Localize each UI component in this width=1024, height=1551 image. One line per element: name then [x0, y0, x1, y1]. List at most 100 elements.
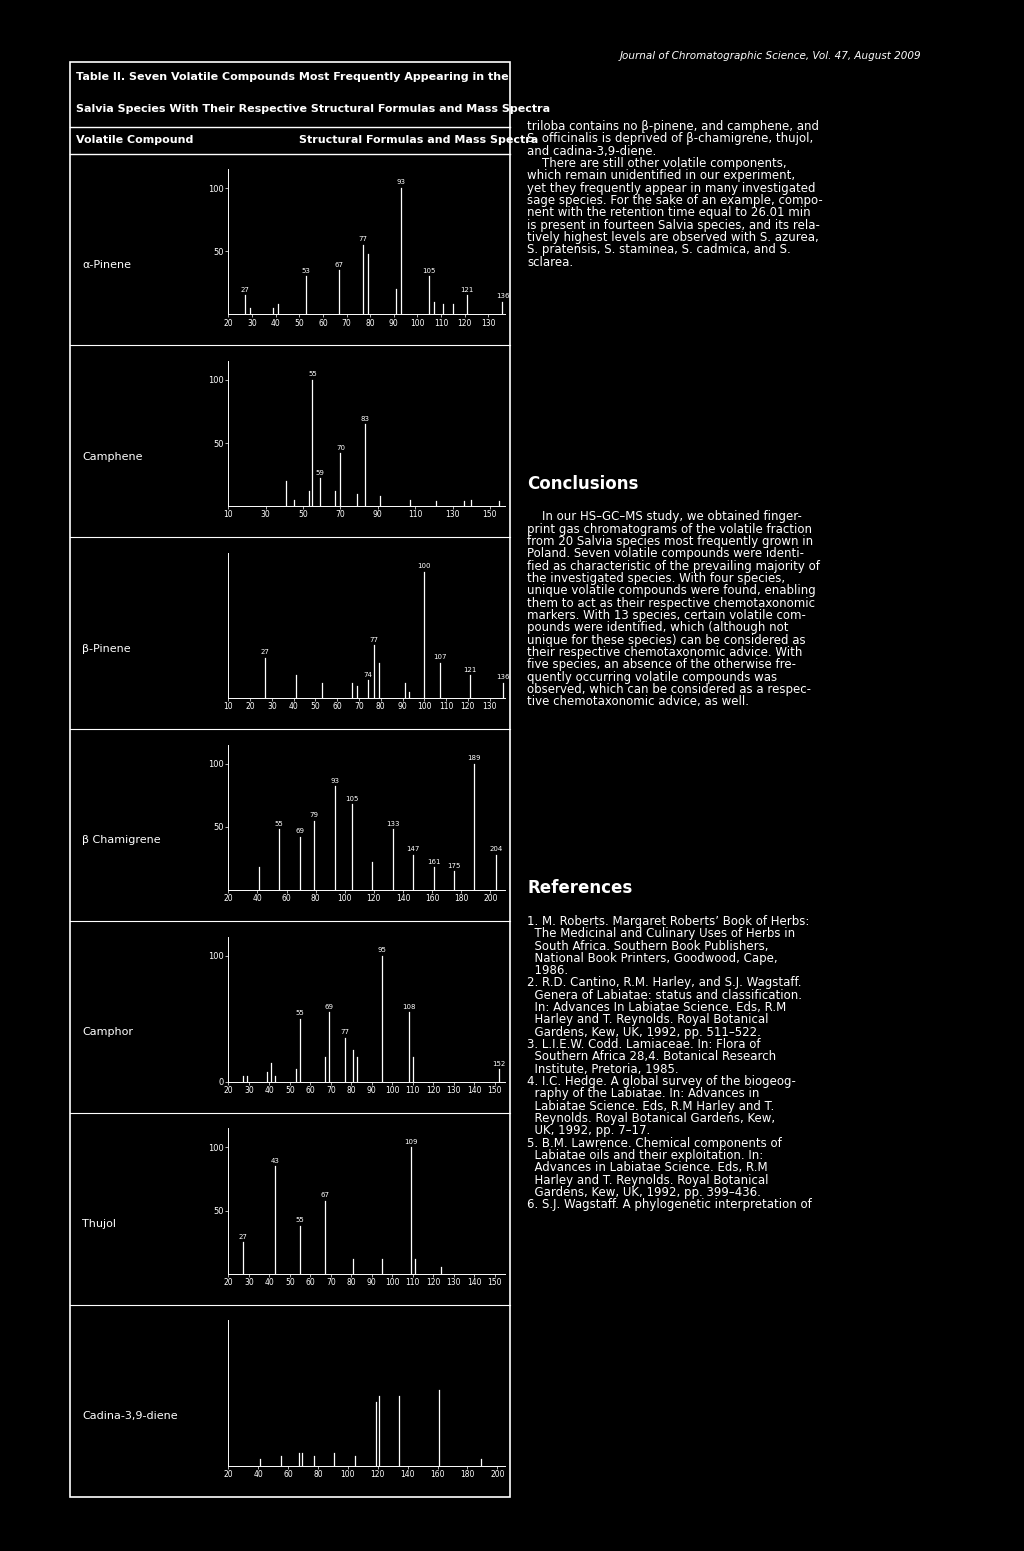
Text: α-Pinene: α-Pinene — [82, 261, 131, 270]
Text: is present in fourteen Salvia species, and its rela-: is present in fourteen Salvia species, a… — [527, 219, 820, 231]
Text: 107: 107 — [433, 655, 446, 661]
Text: 67: 67 — [321, 1193, 329, 1197]
Text: fied as characteristic of the prevailing majority of: fied as characteristic of the prevailing… — [527, 560, 820, 572]
Text: 133: 133 — [386, 820, 399, 827]
Text: Salvia Species With Their Respective Structural Formulas and Mass Spectra: Salvia Species With Their Respective Str… — [76, 104, 550, 115]
Text: β Chamigrene: β Chamigrene — [82, 836, 161, 845]
Text: 189: 189 — [468, 755, 481, 762]
Text: 136: 136 — [496, 293, 509, 299]
Text: sclarea.: sclarea. — [527, 256, 573, 268]
Text: five species, an absence of the otherwise fre-: five species, an absence of the otherwis… — [527, 658, 797, 672]
Text: 93: 93 — [396, 180, 406, 186]
Text: yet they frequently appear in many investigated: yet they frequently appear in many inves… — [527, 181, 816, 195]
Text: 4. I.C. Hedge. A global survey of the biogeog-: 4. I.C. Hedge. A global survey of the bi… — [527, 1075, 797, 1089]
Text: UK, 1992, pp. 7–17.: UK, 1992, pp. 7–17. — [527, 1124, 650, 1137]
Text: 105: 105 — [345, 796, 358, 802]
Text: 108: 108 — [401, 1003, 416, 1010]
Text: 161: 161 — [427, 859, 440, 865]
Text: 1. M. Roberts. Margaret Roberts’ Book of Herbs:: 1. M. Roberts. Margaret Roberts’ Book of… — [527, 915, 810, 927]
Text: Cadina-3,9-diene: Cadina-3,9-diene — [82, 1411, 178, 1421]
Text: There are still other volatile components,: There are still other volatile component… — [527, 157, 787, 171]
Text: 69: 69 — [325, 1003, 333, 1010]
Text: 27: 27 — [241, 287, 249, 293]
Text: 59: 59 — [315, 470, 325, 476]
Text: Labiatae Science. Eds, R.M Harley and T.: Labiatae Science. Eds, R.M Harley and T. — [527, 1100, 774, 1112]
Text: from 20 Salvia species most frequently grown in: from 20 Salvia species most frequently g… — [527, 535, 813, 548]
Text: 55: 55 — [296, 1010, 304, 1016]
Text: Table II. Seven Volatile Compounds Most Frequently Appearing in the: Table II. Seven Volatile Compounds Most … — [76, 71, 509, 82]
Text: Harley and T. Reynolds. Royal Botanical: Harley and T. Reynolds. Royal Botanical — [527, 1013, 769, 1027]
Text: The Medicinal and Culinary Uses of Herbs in: The Medicinal and Culinary Uses of Herbs… — [527, 927, 796, 940]
Text: In: Advances In Labiatae Science. Eds, R.M: In: Advances In Labiatae Science. Eds, R… — [527, 1000, 786, 1014]
Text: their respective chemotaxonomic advice. With: their respective chemotaxonomic advice. … — [527, 645, 803, 659]
Text: 2. R.D. Cantino, R.M. Harley, and S.J. Wagstaff.: 2. R.D. Cantino, R.M. Harley, and S.J. W… — [527, 977, 802, 990]
Text: Conclusions: Conclusions — [527, 475, 639, 493]
Text: 55: 55 — [296, 1218, 304, 1224]
Text: 5. B.M. Lawrence. Chemical components of: 5. B.M. Lawrence. Chemical components of — [527, 1137, 782, 1149]
Text: S. pratensis, S. staminea, S. cadmica, and S.: S. pratensis, S. staminea, S. cadmica, a… — [527, 244, 792, 256]
Text: 79: 79 — [309, 813, 318, 817]
Text: nent with the retention time equal to 26.01 min: nent with the retention time equal to 26… — [527, 206, 811, 219]
Text: 67: 67 — [335, 262, 344, 268]
Text: National Book Printers, Goodwood, Cape,: National Book Printers, Goodwood, Cape, — [527, 952, 778, 965]
Text: observed, which can be considered as a respec-: observed, which can be considered as a r… — [527, 682, 811, 696]
Text: Poland. Seven volatile compounds were identi-: Poland. Seven volatile compounds were id… — [527, 548, 805, 560]
Text: 83: 83 — [360, 416, 370, 422]
Text: 55: 55 — [274, 820, 284, 827]
Text: Institute, Pretoria, 1985.: Institute, Pretoria, 1985. — [527, 1062, 679, 1076]
Text: unique for these species) can be considered as: unique for these species) can be conside… — [527, 634, 806, 647]
Text: 105: 105 — [423, 268, 436, 275]
Text: Genera of Labiatae: status and classification.: Genera of Labiatae: status and classific… — [527, 990, 803, 1002]
Text: 95: 95 — [378, 948, 386, 952]
Text: 121: 121 — [461, 287, 474, 293]
Text: Advances in Labiatae Science. Eds, R.M: Advances in Labiatae Science. Eds, R.M — [527, 1162, 768, 1174]
Text: Thujol: Thujol — [82, 1219, 117, 1230]
Text: In our HS–GC–MS study, we obtained finger-: In our HS–GC–MS study, we obtained finge… — [527, 510, 802, 523]
Text: tive chemotaxonomic advice, as well.: tive chemotaxonomic advice, as well. — [527, 695, 750, 709]
Text: β-Pinene: β-Pinene — [82, 644, 131, 653]
Text: them to act as their respective chemotaxonomic: them to act as their respective chemotax… — [527, 597, 815, 610]
Text: Camphor: Camphor — [82, 1027, 133, 1038]
Text: References: References — [527, 879, 633, 898]
Text: sage species. For the sake of an example, compo-: sage species. For the sake of an example… — [527, 194, 823, 208]
Text: Gardens, Kew, UK, 1992, pp. 399–436.: Gardens, Kew, UK, 1992, pp. 399–436. — [527, 1187, 761, 1199]
Text: the investigated species. With four species,: the investigated species. With four spec… — [527, 572, 785, 585]
Text: 53: 53 — [302, 268, 310, 275]
Text: print gas chromatograms of the volatile fraction: print gas chromatograms of the volatile … — [527, 523, 812, 535]
Text: 175: 175 — [447, 862, 461, 869]
Text: triloba contains no β-pinene, and camphene, and: triloba contains no β-pinene, and camphe… — [527, 119, 819, 133]
Text: Harley and T. Reynolds. Royal Botanical: Harley and T. Reynolds. Royal Botanical — [527, 1174, 769, 1187]
Text: 55: 55 — [308, 371, 316, 377]
Text: and cadina-3,9-diene.: and cadina-3,9-diene. — [527, 144, 656, 158]
Text: raphy of the Labiatae. In: Advances in: raphy of the Labiatae. In: Advances in — [527, 1087, 760, 1100]
Text: 3. L.I.E.W. Codd. Lamiaceae. In: Flora of: 3. L.I.E.W. Codd. Lamiaceae. In: Flora o… — [527, 1038, 761, 1052]
Text: 27: 27 — [261, 650, 269, 655]
Text: unique volatile compounds were found, enabling: unique volatile compounds were found, en… — [527, 585, 816, 597]
Text: 136: 136 — [496, 675, 509, 681]
Text: 204: 204 — [489, 847, 503, 851]
Text: which remain unidentified in our experiment,: which remain unidentified in our experim… — [527, 169, 796, 183]
Text: 121: 121 — [463, 667, 477, 673]
Text: pounds were identified, which (although not: pounds were identified, which (although … — [527, 622, 788, 634]
Text: 6. S.J. Wagstaff. A phylogenetic interpretation of: 6. S.J. Wagstaff. A phylogenetic interpr… — [527, 1199, 812, 1211]
Text: 109: 109 — [403, 1138, 418, 1145]
Text: 77: 77 — [358, 236, 368, 242]
Text: Volatile Compound: Volatile Compound — [76, 135, 194, 146]
Text: Gardens, Kew, UK, 1992, pp. 511–522.: Gardens, Kew, UK, 1992, pp. 511–522. — [527, 1025, 761, 1039]
Text: 27: 27 — [239, 1233, 247, 1239]
Text: 152: 152 — [493, 1061, 505, 1067]
Text: 1986.: 1986. — [527, 965, 568, 977]
Text: quently occurring volatile compounds was: quently occurring volatile compounds was — [527, 670, 777, 684]
Text: Reynolds. Royal Botanical Gardens, Kew,: Reynolds. Royal Botanical Gardens, Kew, — [527, 1112, 775, 1124]
Text: 147: 147 — [407, 847, 420, 851]
Text: 100: 100 — [418, 563, 431, 569]
Text: markers. With 13 species, certain volatile com-: markers. With 13 species, certain volati… — [527, 610, 806, 622]
Text: 77: 77 — [370, 636, 379, 642]
Text: Camphene: Camphene — [82, 451, 142, 462]
Text: Labiatae oils and their exploitation. In:: Labiatae oils and their exploitation. In… — [527, 1149, 764, 1162]
Text: tively highest levels are observed with S. azurea,: tively highest levels are observed with … — [527, 231, 819, 244]
Text: South Africa. Southern Book Publishers,: South Africa. Southern Book Publishers, — [527, 940, 769, 952]
Text: 93: 93 — [330, 779, 339, 783]
Text: 69: 69 — [295, 828, 304, 834]
Text: Southern Africa 28,4. Botanical Research: Southern Africa 28,4. Botanical Research — [527, 1050, 776, 1064]
